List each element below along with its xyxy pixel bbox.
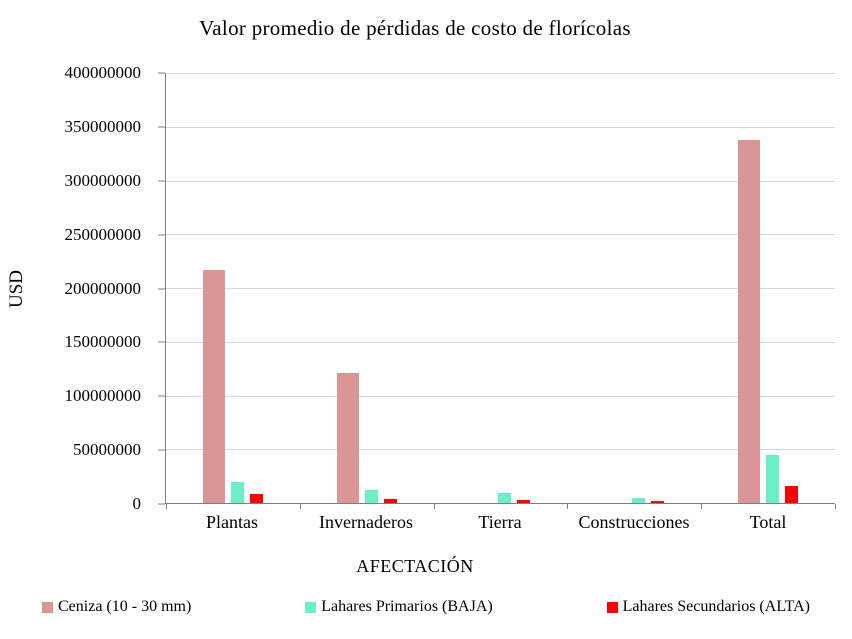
bar-group-total [701, 73, 835, 503]
bar [364, 490, 378, 503]
y-tick-mark [158, 234, 165, 236]
y-tick-mark [158, 449, 165, 451]
gridline [166, 234, 835, 236]
y-tick-mark [158, 395, 165, 397]
y-tick-label: 50000000 [73, 440, 141, 460]
legend-label: Ceniza (10 - 30 mm) [58, 598, 192, 615]
y-tick-label: 100000000 [64, 386, 142, 406]
gridline [166, 180, 835, 182]
gridline [166, 126, 835, 128]
bar [230, 481, 244, 503]
y-axis-labels: 0 50000000 100000000 150000000 200000000 2500… [0, 63, 165, 513]
legend-label: Lahares Primarios (BAJA) [321, 598, 493, 615]
y-tick-label: 150000000 [64, 332, 142, 352]
bar [785, 485, 799, 503]
bar [766, 454, 780, 503]
bar [202, 269, 225, 503]
bar [383, 498, 397, 503]
gridline [166, 341, 835, 343]
y-tick-mark [158, 341, 165, 343]
x-category-label: Construcciones [578, 512, 690, 532]
y-tick-mark [158, 180, 165, 182]
y-tick-mark [158, 126, 165, 128]
bar-group-invernaderos [300, 73, 434, 503]
y-tick-label: 250000000 [64, 224, 142, 244]
bar [632, 497, 646, 503]
x-tick-mark [701, 504, 703, 509]
bar [336, 372, 359, 503]
bar-group-tierra [434, 73, 568, 503]
bar [498, 493, 512, 503]
plot-area [165, 73, 836, 509]
y-tick-label: 350000000 [64, 116, 142, 136]
bar-groups [166, 73, 835, 503]
gridline [166, 449, 835, 451]
x-tick-mark [299, 504, 301, 509]
legend-item: Ceniza (10 - 30 mm) [42, 598, 191, 616]
y-tick-mark [158, 503, 165, 505]
y-tick-label: 200000000 [64, 278, 142, 298]
x-tick-mark [835, 504, 836, 509]
x-category-label: Plantas [206, 512, 258, 532]
legend-item: Lahares Primarios (BAJA) [305, 598, 493, 616]
x-axis-labels: Plantas Invernaderos Tierra Construcciones T… [165, 512, 835, 533]
x-category-label: Total [749, 512, 787, 532]
bar [517, 499, 531, 503]
bar [651, 500, 665, 503]
bar [249, 494, 263, 503]
legend: Ceniza (10 - 30 mm) Lahares Primarios (BA… [0, 598, 852, 616]
y-tick-label: 400000000 [64, 63, 142, 82]
gridline [166, 73, 835, 74]
chart-title: Valor promedio de pérdidas de costo de f… [199, 16, 631, 40]
gridline [166, 395, 835, 397]
y-tick-mark [158, 288, 165, 289]
legend-swatch-icon [42, 601, 53, 613]
y-tick-label: 300000000 [64, 170, 142, 190]
bar-group-construcciones [567, 73, 701, 503]
gridline [166, 288, 835, 289]
legend-swatch-icon [305, 601, 317, 613]
bar-group-plantas [166, 73, 300, 503]
legend-swatch-icon [606, 601, 618, 613]
x-category-label: Tierra [478, 512, 522, 532]
y-tick-mark [158, 72, 165, 74]
x-category-label: Invernaderos [319, 512, 413, 532]
x-tick-mark [166, 504, 167, 509]
y-tick-label: 0 [132, 494, 142, 513]
legend-item: Lahares Secundarios (ALTA) [606, 598, 810, 616]
legend-label: Lahares Secundarios (ALTA) [622, 598, 810, 615]
x-tick-mark [433, 504, 435, 509]
x-axis-title: AFECTACIÓN [356, 556, 474, 576]
bar [738, 139, 761, 503]
x-tick-mark [567, 504, 569, 509]
